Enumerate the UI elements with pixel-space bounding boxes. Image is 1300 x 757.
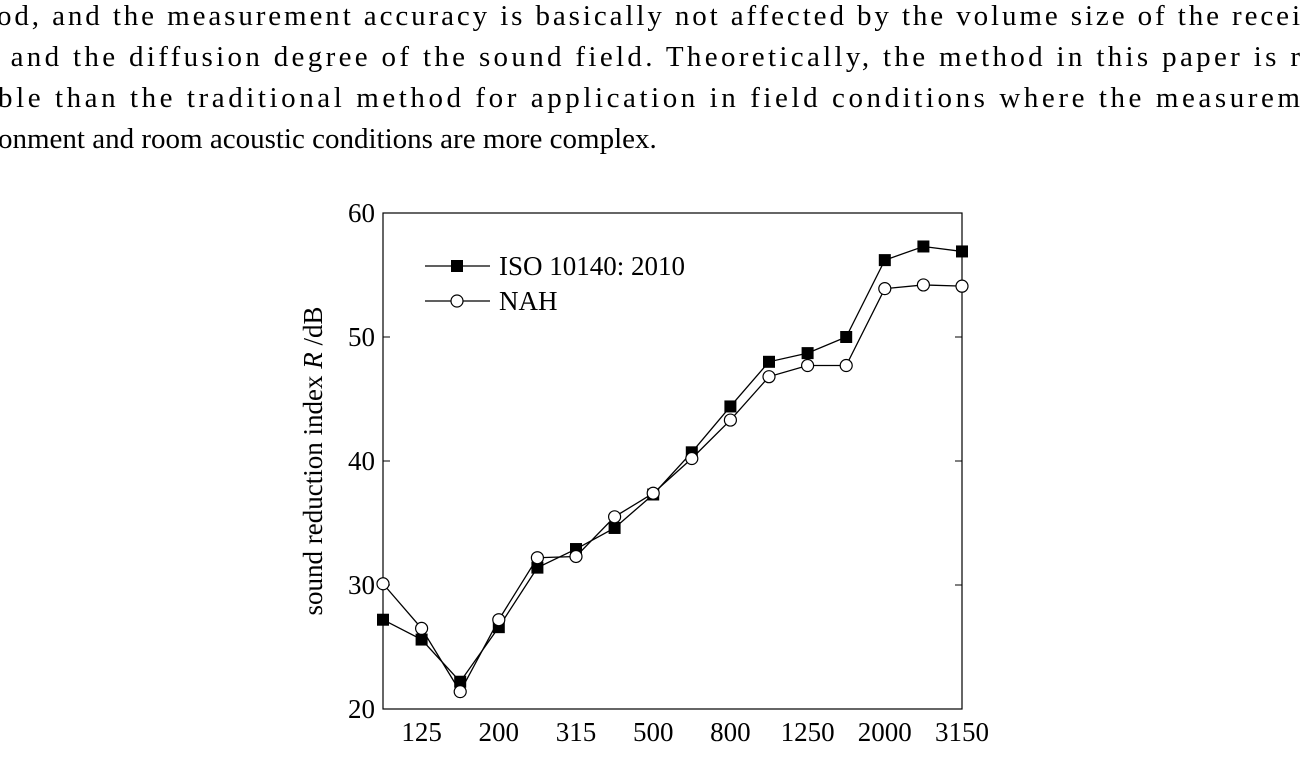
data-point (530, 551, 545, 565)
data-point (451, 260, 463, 272)
data-point (531, 561, 544, 574)
data-point (723, 413, 738, 427)
data-point (955, 279, 969, 293)
data-point (762, 370, 776, 384)
data-point (801, 347, 814, 360)
paragraph-line: and the diffusion degree of the sound fi… (0, 41, 1300, 73)
data-point (763, 355, 775, 368)
paragraph-line: ble than the traditional method for appl… (0, 82, 1300, 114)
data-point (646, 486, 660, 500)
x-tick-label: 3150 (935, 717, 989, 747)
y-tick-label: 20 (348, 694, 375, 724)
x-tick-label: 2000 (858, 717, 912, 747)
data-point (454, 675, 467, 688)
y-tick-label: 60 (348, 198, 375, 228)
y-axis-label-unit: /dB (298, 307, 328, 353)
data-point (685, 451, 699, 466)
data-point (415, 621, 429, 636)
y-axis-label-text: sound reduction index (298, 369, 328, 616)
plot-frame (382, 212, 963, 710)
data-point (724, 400, 737, 413)
data-point (878, 282, 892, 296)
data-point (415, 633, 428, 646)
paragraph-line: onment and room acoustic conditions are … (0, 123, 657, 155)
data-point (956, 245, 968, 258)
y-axis-label-symbol: R (298, 352, 328, 370)
y-tick-label: 50 (348, 322, 375, 352)
y-tick-label: 40 (348, 446, 375, 476)
legend-label: NAH (499, 286, 558, 316)
legend-label: ISO 10140: 2010 (499, 251, 685, 281)
x-tick-label: 1250 (781, 717, 835, 747)
data-point (377, 613, 389, 626)
x-tick-label: 500 (633, 717, 674, 747)
data-point (878, 254, 891, 267)
data-point (800, 358, 815, 373)
data-point (376, 577, 390, 591)
data-point (608, 521, 621, 534)
data-point (607, 510, 622, 524)
paragraph-line: od, and the measurement accuracy is basi… (0, 0, 1300, 32)
data-point (840, 331, 853, 343)
y-tick-label: 30 (348, 570, 375, 600)
series-line (382, 284, 963, 693)
data-point (839, 358, 853, 373)
y-axis-label: sound reduction index R /dB (298, 307, 328, 616)
data-point (453, 685, 467, 699)
series-line (382, 245, 963, 683)
x-tick-label: 800 (710, 717, 751, 747)
data-point (450, 294, 464, 308)
data-point (569, 549, 583, 564)
x-tick-label: 315 (556, 717, 597, 747)
x-tick-label: 200 (479, 717, 520, 747)
data-point (917, 240, 930, 253)
data-point (492, 613, 506, 627)
data-point (916, 278, 931, 292)
x-tick-label: 125 (401, 717, 442, 747)
